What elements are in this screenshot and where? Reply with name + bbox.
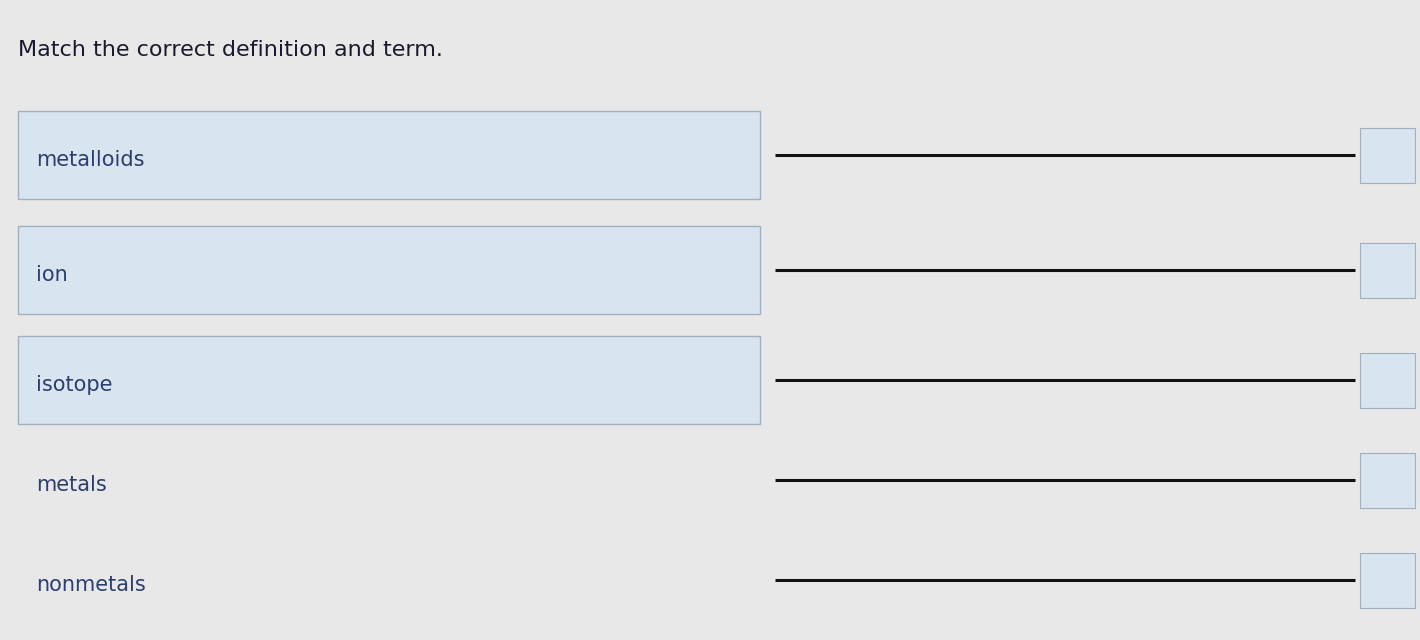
Text: nonmetals: nonmetals [36,575,146,595]
FancyBboxPatch shape [18,226,760,314]
Text: metals: metals [36,475,106,495]
FancyBboxPatch shape [18,111,760,199]
Text: ion: ion [36,265,68,285]
FancyBboxPatch shape [18,336,760,424]
FancyBboxPatch shape [1360,552,1414,607]
FancyBboxPatch shape [1360,452,1414,508]
Text: isotope: isotope [36,375,112,395]
FancyBboxPatch shape [1360,127,1414,182]
FancyBboxPatch shape [1360,353,1414,408]
Text: metalloids: metalloids [36,150,145,170]
Text: Match the correct definition and term.: Match the correct definition and term. [18,40,443,60]
FancyBboxPatch shape [1360,243,1414,298]
